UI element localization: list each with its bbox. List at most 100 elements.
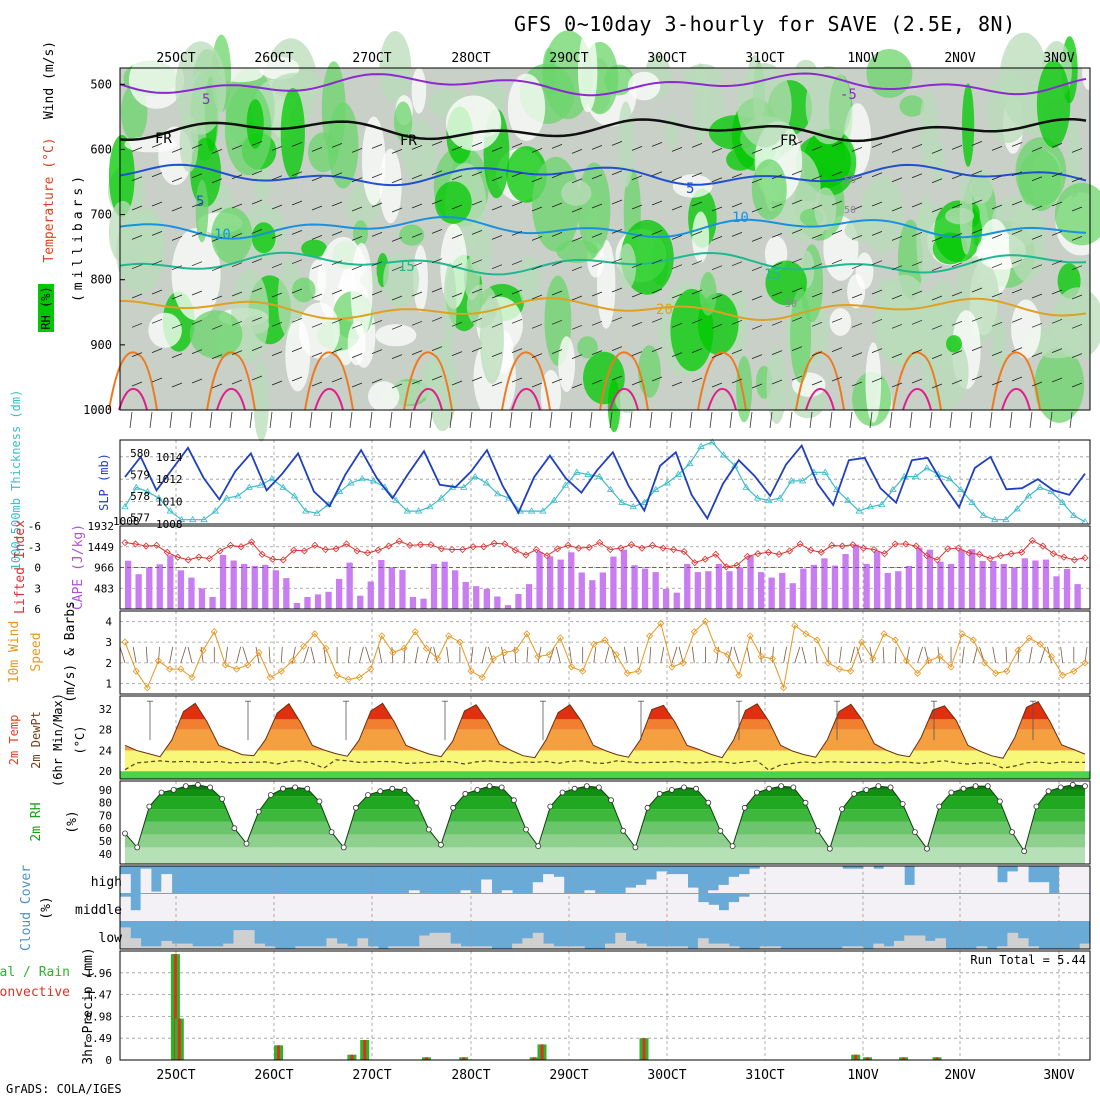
rh-point xyxy=(717,827,724,834)
wind-axis-label-group: Speed xyxy=(29,632,44,671)
surface-wind-barb xyxy=(489,411,493,429)
wind-speed-point xyxy=(612,651,620,659)
cape-bar xyxy=(589,580,596,609)
wind-barb xyxy=(471,288,483,294)
cloud-high-bar xyxy=(481,879,492,893)
temp-axis-label-group: 2m Temp xyxy=(7,715,21,766)
lifted-index-point xyxy=(775,550,783,558)
cloud-middle-bar xyxy=(316,894,327,921)
wind-barb xyxy=(569,646,572,663)
cape-bar xyxy=(599,572,606,609)
wind-barb xyxy=(531,353,543,358)
wind-barb xyxy=(531,148,543,153)
wind-speed-point xyxy=(824,659,832,667)
wind-speed-point xyxy=(445,632,453,640)
wind-barb xyxy=(591,379,603,385)
wind-barb xyxy=(291,142,303,147)
wind-speed-point xyxy=(512,646,520,654)
temp-tick-label: 28 xyxy=(99,724,112,737)
wind-barb xyxy=(303,646,309,663)
lifted-index-point xyxy=(849,541,857,549)
rh-tick-label: 80 xyxy=(99,797,112,810)
wind-barb xyxy=(671,205,683,211)
cloud-low-bar xyxy=(161,940,173,949)
wind-barb xyxy=(1060,646,1064,663)
wind-speed-point xyxy=(835,665,843,673)
wind-barb xyxy=(591,320,603,326)
dewpoint-line xyxy=(124,759,1085,771)
wind-barb xyxy=(1051,143,1063,148)
rh-blob xyxy=(428,340,457,432)
wind-barb xyxy=(856,646,863,663)
wind-barb xyxy=(611,170,623,176)
rh-point xyxy=(547,803,554,810)
wind-barb xyxy=(1031,147,1043,152)
lifted-index-point xyxy=(880,550,889,558)
precip-convective-bar xyxy=(363,1040,367,1060)
wind-barb xyxy=(1051,377,1063,383)
wind-barb xyxy=(1031,322,1043,328)
lifted-index-point xyxy=(532,545,540,554)
wind-barb xyxy=(911,290,923,296)
wind-speed-point xyxy=(980,659,989,667)
cloud-middle-bar xyxy=(1007,894,1019,921)
cloud-middle-bar xyxy=(336,894,348,921)
wind-barb xyxy=(911,144,923,149)
wind-speed-point xyxy=(311,630,319,638)
rh-blob xyxy=(399,224,425,246)
cloud-low-bar xyxy=(171,943,183,949)
wind-barb xyxy=(972,646,978,663)
cloud-middle-bar xyxy=(264,894,276,921)
wind-barb xyxy=(691,348,703,353)
thickness-point xyxy=(1047,487,1055,495)
rh-point xyxy=(146,803,153,810)
rh-point xyxy=(960,785,967,792)
lifted-index-point xyxy=(1049,550,1057,558)
wind-axis-label-group: (m/s) & Barbs xyxy=(63,601,78,703)
lifted-index-point xyxy=(902,540,910,548)
wind-barb xyxy=(711,265,723,271)
wind-barb xyxy=(591,291,603,297)
lifted-index-point xyxy=(733,561,741,569)
wind-barb xyxy=(433,646,438,663)
wind-speed-point xyxy=(936,653,944,661)
cape-bar xyxy=(874,551,881,609)
wind-barb xyxy=(491,205,503,211)
wind-barb xyxy=(551,290,563,296)
wind-speed-point xyxy=(456,638,464,646)
wind-barb xyxy=(311,293,323,299)
cloud-middle-bar xyxy=(749,894,761,921)
wind-barb xyxy=(811,351,823,356)
cloud-low-bar xyxy=(553,946,565,949)
wind-barb xyxy=(801,646,807,663)
surface-wind-barb xyxy=(149,411,153,429)
cloud-middle-bar xyxy=(966,894,977,921)
wind-barb xyxy=(191,173,203,179)
thickness-point xyxy=(493,490,502,497)
wind-barb xyxy=(211,237,223,242)
cloud-middle-label: middle xyxy=(75,903,122,918)
wind-barb xyxy=(491,264,503,270)
wind-barb xyxy=(771,379,783,385)
cloud-middle-bar xyxy=(801,894,812,921)
wind-barb xyxy=(746,646,751,663)
wind-barb xyxy=(411,233,423,238)
wind-barb xyxy=(851,352,863,357)
surface-wind-barb xyxy=(309,411,313,429)
wind-barb xyxy=(391,207,403,213)
cloud-middle-bar xyxy=(821,894,833,921)
wind-barb xyxy=(651,317,663,323)
wind-speed-point xyxy=(791,621,799,630)
isotherm-30-loop xyxy=(707,388,737,411)
lifted-index-point xyxy=(269,555,277,563)
rh-blob xyxy=(692,211,710,263)
wind-barb xyxy=(791,141,803,146)
thickness-axis-label: 1000-500mb Thickness (dm) xyxy=(9,390,23,571)
wind-barb xyxy=(851,176,863,182)
thickness-point xyxy=(697,442,705,449)
wind-barb xyxy=(131,381,143,387)
wind-speed-point xyxy=(467,667,475,675)
isotherm-25-loop xyxy=(795,351,845,411)
rh-point xyxy=(754,789,760,796)
wind-barb xyxy=(511,348,523,353)
